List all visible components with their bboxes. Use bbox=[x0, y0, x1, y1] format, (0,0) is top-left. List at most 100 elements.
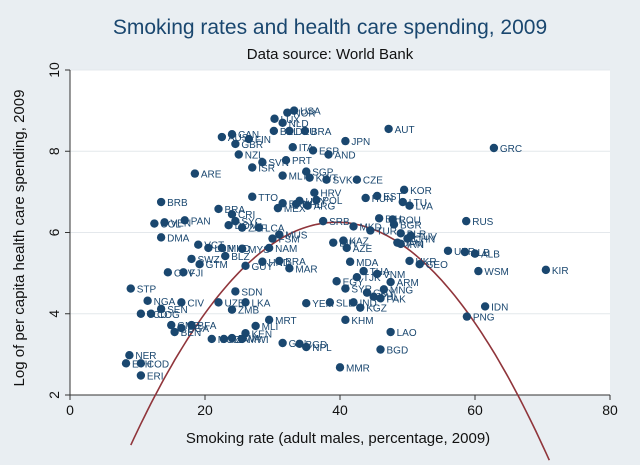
point-label: URY bbox=[306, 197, 327, 208]
point-label: BRA bbox=[311, 127, 332, 138]
data-point bbox=[268, 234, 277, 243]
point-label: NAM bbox=[275, 244, 297, 255]
data-point bbox=[386, 277, 395, 287]
data-point bbox=[244, 134, 254, 144]
point-label: KWT bbox=[316, 174, 338, 185]
data-point bbox=[349, 298, 358, 307]
data-point bbox=[310, 188, 319, 197]
y-axis-label: Log of per capita health care spending, … bbox=[11, 90, 28, 387]
point-label: EST bbox=[383, 192, 402, 203]
data-point bbox=[341, 284, 350, 293]
point-label: BRB bbox=[167, 198, 188, 209]
point-label: CZE bbox=[363, 176, 383, 187]
data-point bbox=[190, 169, 200, 178]
point-label: AUS bbox=[228, 133, 249, 144]
data-point bbox=[278, 171, 287, 180]
point-label: WSM bbox=[484, 267, 508, 278]
point-label: BRA bbox=[285, 257, 306, 268]
point-label: SRB bbox=[329, 217, 350, 228]
x-tick-label: 40 bbox=[332, 402, 348, 418]
point-label: DEU bbox=[295, 127, 316, 138]
y-tick-label: 10 bbox=[46, 62, 62, 78]
data-point bbox=[160, 218, 169, 227]
point-label: MDA bbox=[356, 258, 379, 269]
data-point bbox=[403, 234, 412, 243]
point-label: DOM bbox=[235, 221, 258, 232]
data-point bbox=[273, 203, 283, 213]
data-point bbox=[156, 233, 166, 242]
point-label: UZB bbox=[225, 298, 245, 309]
data-point bbox=[146, 309, 156, 318]
point-label: LKA bbox=[252, 298, 271, 309]
point-label: SLE bbox=[336, 298, 355, 309]
point-label: KHM bbox=[351, 316, 373, 327]
data-point bbox=[302, 342, 311, 352]
point-label: SGP bbox=[312, 168, 333, 179]
point-label: TCD bbox=[147, 310, 168, 321]
data-point bbox=[258, 158, 267, 167]
data-point bbox=[369, 292, 378, 301]
data-point bbox=[179, 268, 188, 277]
data-point bbox=[214, 298, 223, 307]
data-point bbox=[332, 277, 341, 286]
point-label: LBN bbox=[214, 244, 233, 255]
point-label: ZMB bbox=[238, 306, 259, 317]
point-label: KOR bbox=[410, 186, 432, 197]
data-point bbox=[386, 327, 395, 337]
data-point bbox=[345, 257, 355, 266]
data-point bbox=[195, 259, 204, 269]
x-tick-label: 20 bbox=[197, 402, 213, 418]
y-tick-label: 4 bbox=[46, 310, 62, 318]
point-label: FIN bbox=[255, 135, 271, 146]
data-point bbox=[372, 269, 382, 279]
data-point bbox=[221, 251, 230, 261]
data-point bbox=[480, 302, 490, 311]
point-label: AZE bbox=[353, 244, 373, 255]
point-label: GIN bbox=[289, 339, 307, 350]
data-point bbox=[460, 247, 470, 257]
data-point bbox=[217, 243, 227, 253]
data-point bbox=[231, 216, 240, 226]
point-label: GMB bbox=[177, 321, 200, 332]
point-label: ERI bbox=[147, 372, 164, 383]
data-point bbox=[187, 320, 196, 330]
data-point bbox=[248, 192, 257, 201]
point-label: BGR bbox=[400, 220, 422, 231]
data-point bbox=[372, 191, 382, 201]
point-label: IRN bbox=[407, 240, 424, 251]
point-label: LTU bbox=[409, 198, 427, 209]
data-point bbox=[541, 265, 551, 275]
data-point bbox=[339, 236, 348, 245]
point-label: GBR bbox=[241, 140, 263, 151]
point-label: BGD bbox=[306, 340, 328, 351]
point-label: NLD bbox=[289, 119, 309, 130]
point-label: BEL bbox=[280, 127, 299, 138]
point-label: USA bbox=[300, 107, 321, 118]
data-point bbox=[167, 320, 176, 330]
x-tick-label: 60 bbox=[467, 402, 483, 418]
point-label: CHN bbox=[414, 235, 436, 246]
y-tick-label: 6 bbox=[46, 228, 62, 236]
point-label: MUS bbox=[285, 231, 308, 242]
point-label: NOR bbox=[293, 109, 315, 120]
point-label: RWA bbox=[238, 334, 261, 345]
data-point bbox=[356, 303, 365, 312]
point-label: FJI bbox=[189, 268, 203, 279]
point-label: UKR bbox=[454, 247, 475, 258]
data-point bbox=[474, 266, 483, 276]
point-label: NGA bbox=[154, 297, 176, 308]
data-point bbox=[177, 323, 186, 333]
point-label: HND bbox=[268, 258, 290, 269]
point-label: SYR bbox=[351, 285, 372, 296]
point-label: MLI bbox=[262, 322, 279, 333]
data-point bbox=[318, 216, 328, 226]
data-point bbox=[384, 124, 393, 134]
data-point bbox=[285, 264, 294, 273]
point-label: EGY bbox=[343, 277, 364, 288]
data-point bbox=[329, 238, 338, 247]
data-point bbox=[136, 359, 146, 368]
data-point bbox=[362, 288, 372, 297]
data-point bbox=[462, 216, 471, 226]
data-point bbox=[121, 359, 131, 368]
point-label: BIH bbox=[339, 239, 356, 250]
